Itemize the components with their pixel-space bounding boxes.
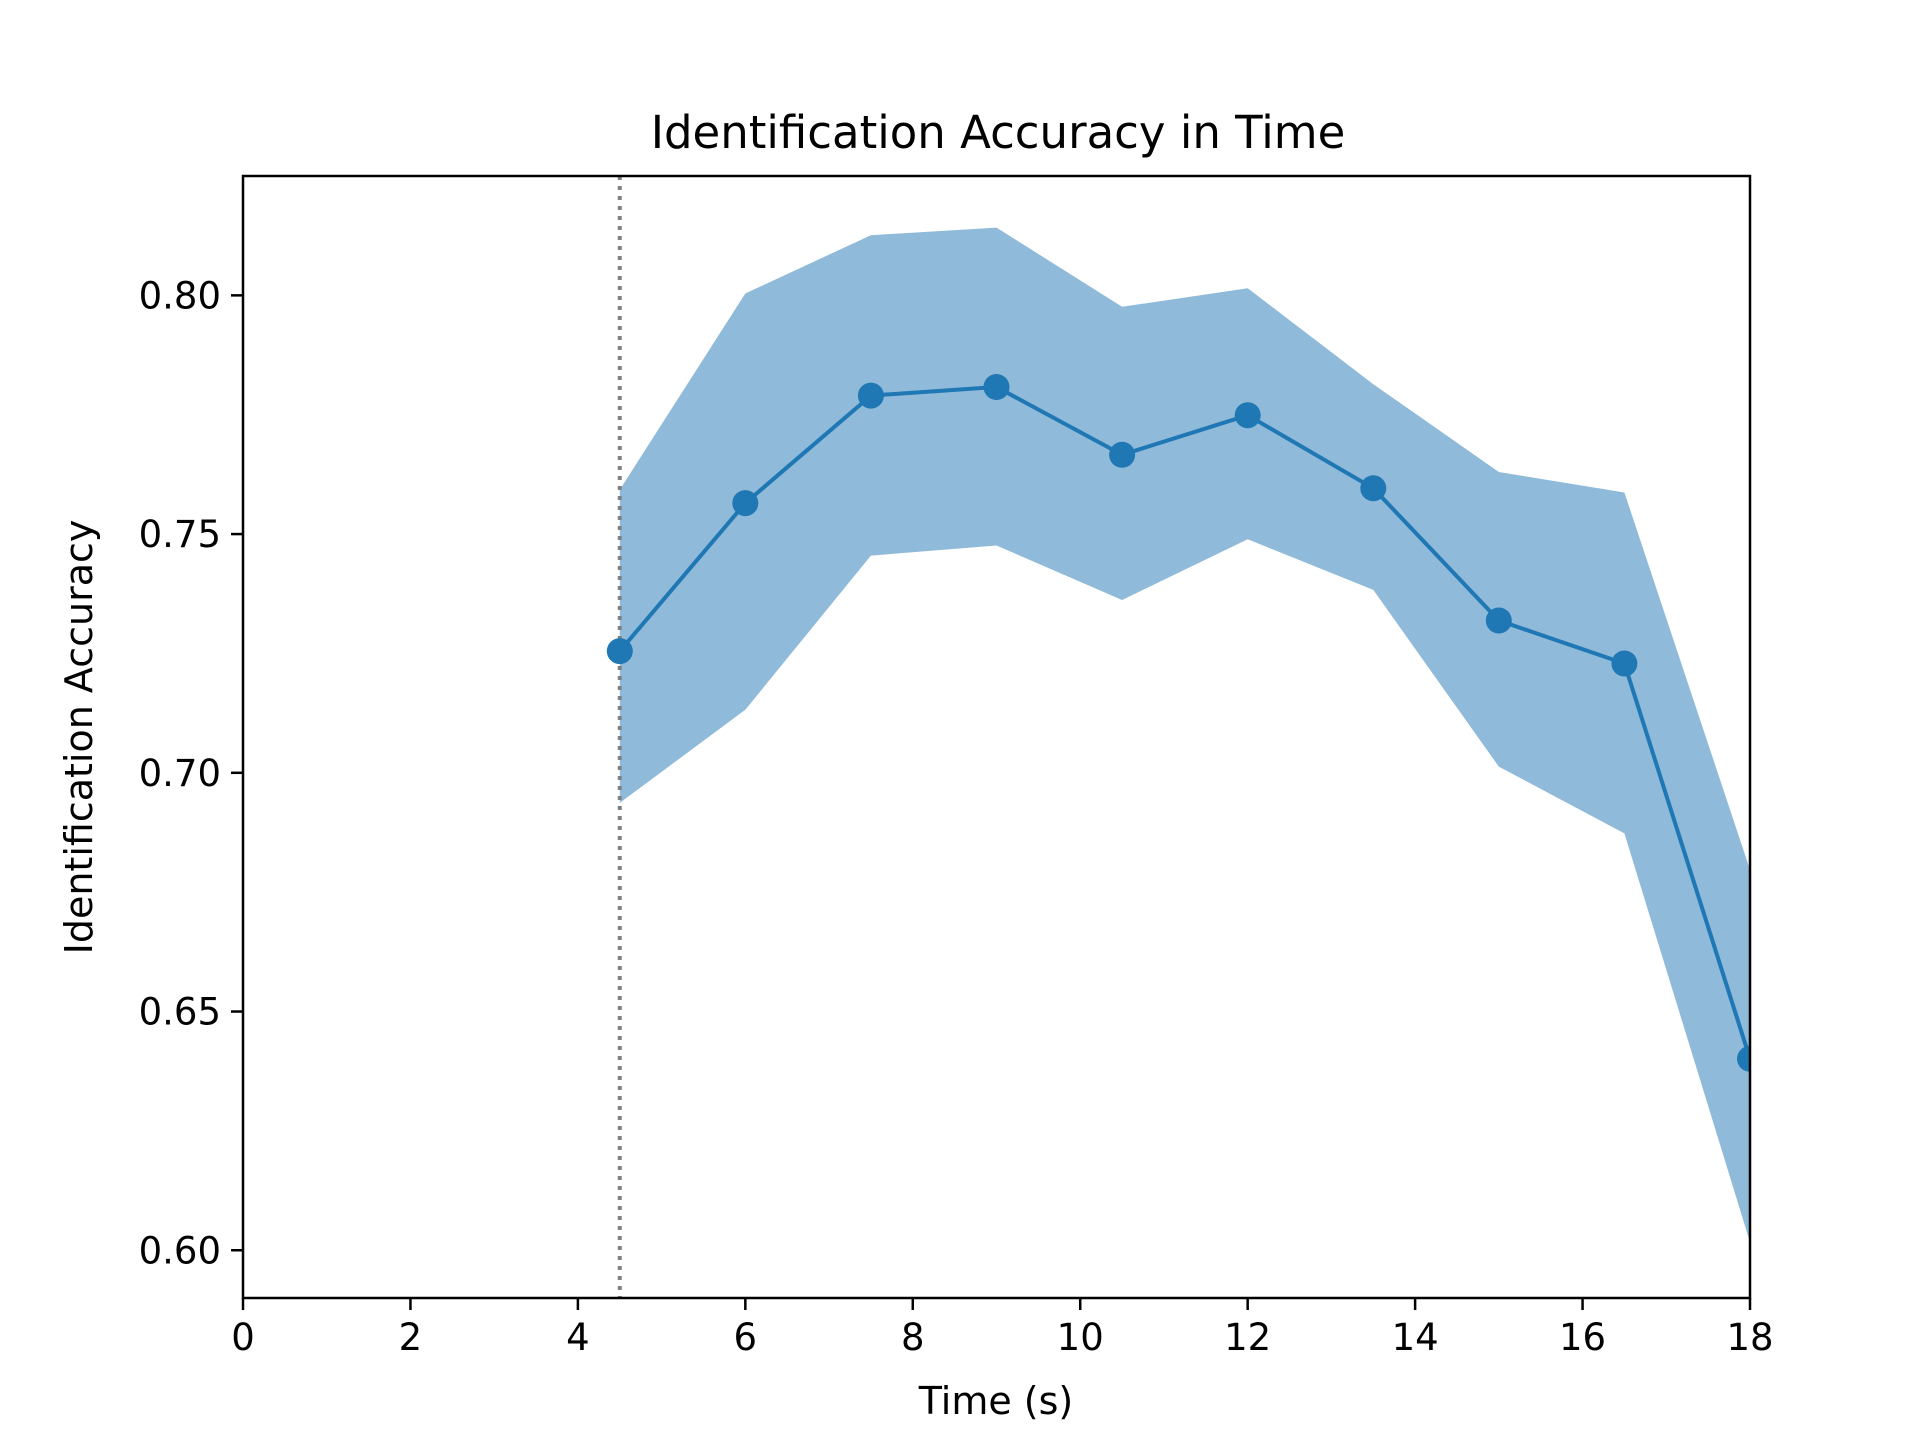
x-tick-label: 10 xyxy=(1057,1316,1104,1359)
data-point xyxy=(1109,441,1136,468)
y-tick-label: 0.65 xyxy=(139,991,221,1034)
x-tick-label: 18 xyxy=(1726,1316,1773,1359)
data-point xyxy=(606,638,633,665)
x-axis-label: Time (s) xyxy=(918,1379,1074,1423)
x-tick-label: 8 xyxy=(901,1316,925,1359)
data-point xyxy=(732,490,759,517)
data-point xyxy=(1360,475,1387,502)
axes-ticks: 0 2 4 6 8 10 12 14 16 18 0.60 0.65 0.70 0.75 0.80 xyxy=(139,274,1774,1359)
plot-clip-group xyxy=(606,176,1750,1298)
y-tick-label: 0.75 xyxy=(139,513,221,556)
x-tick-label: 2 xyxy=(399,1316,423,1359)
data-point xyxy=(1485,607,1512,634)
x-tick-label: 0 xyxy=(231,1316,255,1359)
x-tick-label: 6 xyxy=(734,1316,758,1359)
y-tick-label: 0.80 xyxy=(139,274,221,317)
x-tick-label: 4 xyxy=(566,1316,590,1359)
x-tick-label: 12 xyxy=(1224,1316,1271,1359)
data-point xyxy=(1611,650,1638,677)
y-axis-label: Identification Accuracy xyxy=(57,520,101,955)
y-tick-label: 0.60 xyxy=(139,1229,221,1272)
data-point xyxy=(1737,1045,1750,1072)
plot-area xyxy=(606,176,1750,1298)
x-tick-label: 16 xyxy=(1559,1316,1606,1359)
x-tick-label: 14 xyxy=(1392,1316,1439,1359)
confidence-band xyxy=(619,227,1750,1243)
series-line xyxy=(618,385,1750,1060)
data-point xyxy=(1234,402,1261,429)
plot-frame xyxy=(241,174,1752,1300)
y-tick-label: 0.70 xyxy=(139,752,221,795)
data-point xyxy=(983,374,1010,400)
data-point xyxy=(857,382,884,409)
chart-title: Identification Accuracy in Time xyxy=(651,106,1346,159)
